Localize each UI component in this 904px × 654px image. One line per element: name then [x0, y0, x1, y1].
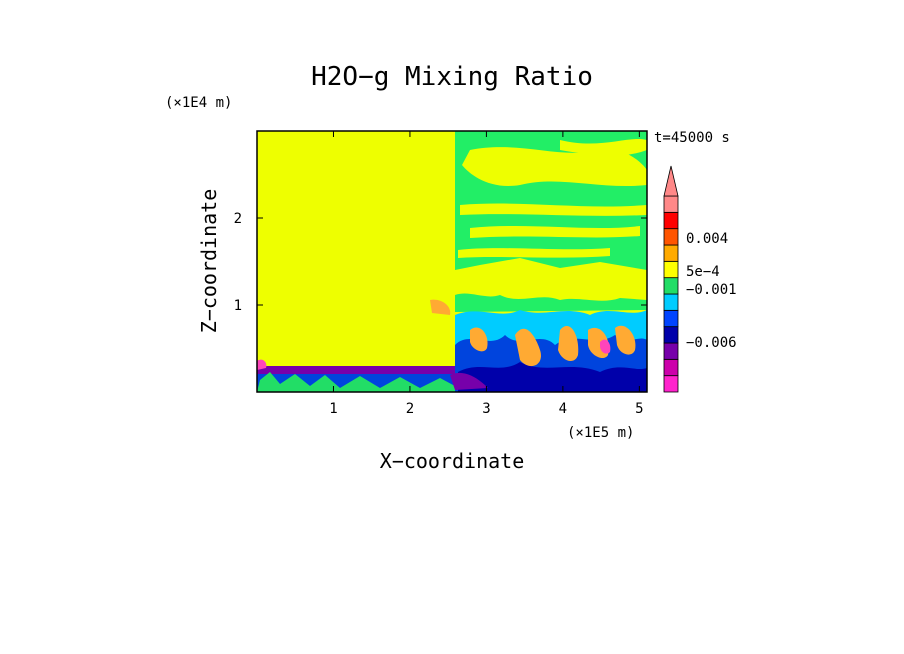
colorbar-extend-arrow	[663, 165, 679, 197]
colorbar-swatch	[663, 342, 679, 360]
chart-title: H2O−g Mixing Ratio	[311, 62, 593, 92]
colorbar-swatch	[663, 260, 679, 279]
colorbar-swatch	[663, 244, 679, 262]
colorbar-swatch	[663, 375, 679, 393]
colorbar-label: −0.006	[686, 335, 737, 351]
colorbar-label: 5e−4	[686, 264, 720, 280]
colorbar-swatch	[663, 195, 679, 213]
lower-layer	[257, 366, 455, 374]
x-tick-label: 4	[559, 401, 567, 417]
plot-frame	[256, 130, 648, 393]
colorbar-label: −0.001	[686, 282, 737, 298]
heatmap-field	[257, 131, 647, 392]
colorbar-swatch	[663, 293, 679, 311]
x-tick-label: 3	[482, 401, 490, 417]
colorbar-swatch	[663, 277, 679, 295]
x-tick-label: 2	[406, 401, 414, 417]
time-label: t=45000 s	[654, 130, 730, 146]
y-tick-label: 1	[234, 298, 242, 314]
y-axis-label: Z−coordinate	[197, 189, 221, 334]
colorbar-label: 0.004	[686, 231, 728, 247]
y-tick-label: 2	[234, 211, 242, 227]
x-axis: 1 2 3 4 5	[329, 131, 644, 417]
y-unit-label: (×1E4 m)	[165, 95, 232, 111]
colorbar-swatch	[663, 211, 679, 230]
x-tick-label: 5	[635, 401, 643, 417]
colorbar-swatch	[663, 309, 679, 328]
colorbar-swatch	[663, 358, 679, 377]
colorbar-swatch	[663, 228, 679, 246]
colorbar-swatch	[663, 326, 679, 344]
y-axis: 12	[234, 211, 647, 314]
x-tick-label: 1	[329, 401, 337, 417]
x-axis-label: X−coordinate	[380, 449, 525, 473]
colorbar: −0.006 −0.001 5e−4 0.004	[663, 165, 737, 393]
x-unit-label: (×1E5 m)	[567, 425, 634, 441]
